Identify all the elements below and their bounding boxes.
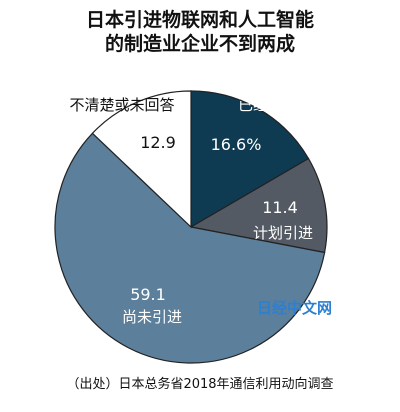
pie-slice-1 bbox=[190, 90, 310, 229]
slice-label-3: 尚未引进 bbox=[122, 308, 182, 326]
slice-label-1: 已经引进 bbox=[238, 96, 298, 114]
watermark-logo: 日经中文网 bbox=[257, 299, 332, 317]
pie-slices bbox=[54, 90, 328, 364]
slice-value-1: 16.6% bbox=[211, 135, 262, 154]
chart-title-line1: 日本引进物联网和人工智能 bbox=[85, 9, 314, 31]
slice-value-3: 59.1 bbox=[130, 285, 166, 304]
slice-value-2: 11.4 bbox=[262, 198, 298, 217]
pie-slice-3 bbox=[54, 132, 326, 364]
chart-title: 日本引进物联网和人工智能 的制造业企业不到两成 bbox=[0, 8, 400, 56]
slice-label-4: 不清楚或未回答 bbox=[69, 96, 174, 114]
pie-labels: 已经引进 16.6% 计划引进 11.4 尚未引进 59.1 不清楚或未回答 12.9 bbox=[69, 96, 313, 326]
slice-value-4: 12.9 bbox=[140, 133, 176, 152]
source-note: （出处）日本总务省2018年通信利用动向调查 bbox=[66, 377, 334, 392]
pie-slice-4 bbox=[91, 90, 192, 229]
chart-title-line2: 的制造业企业不到两成 bbox=[104, 33, 295, 55]
pie-slice-2 bbox=[189, 157, 328, 254]
slice-label-2: 计划引进 bbox=[253, 224, 313, 242]
